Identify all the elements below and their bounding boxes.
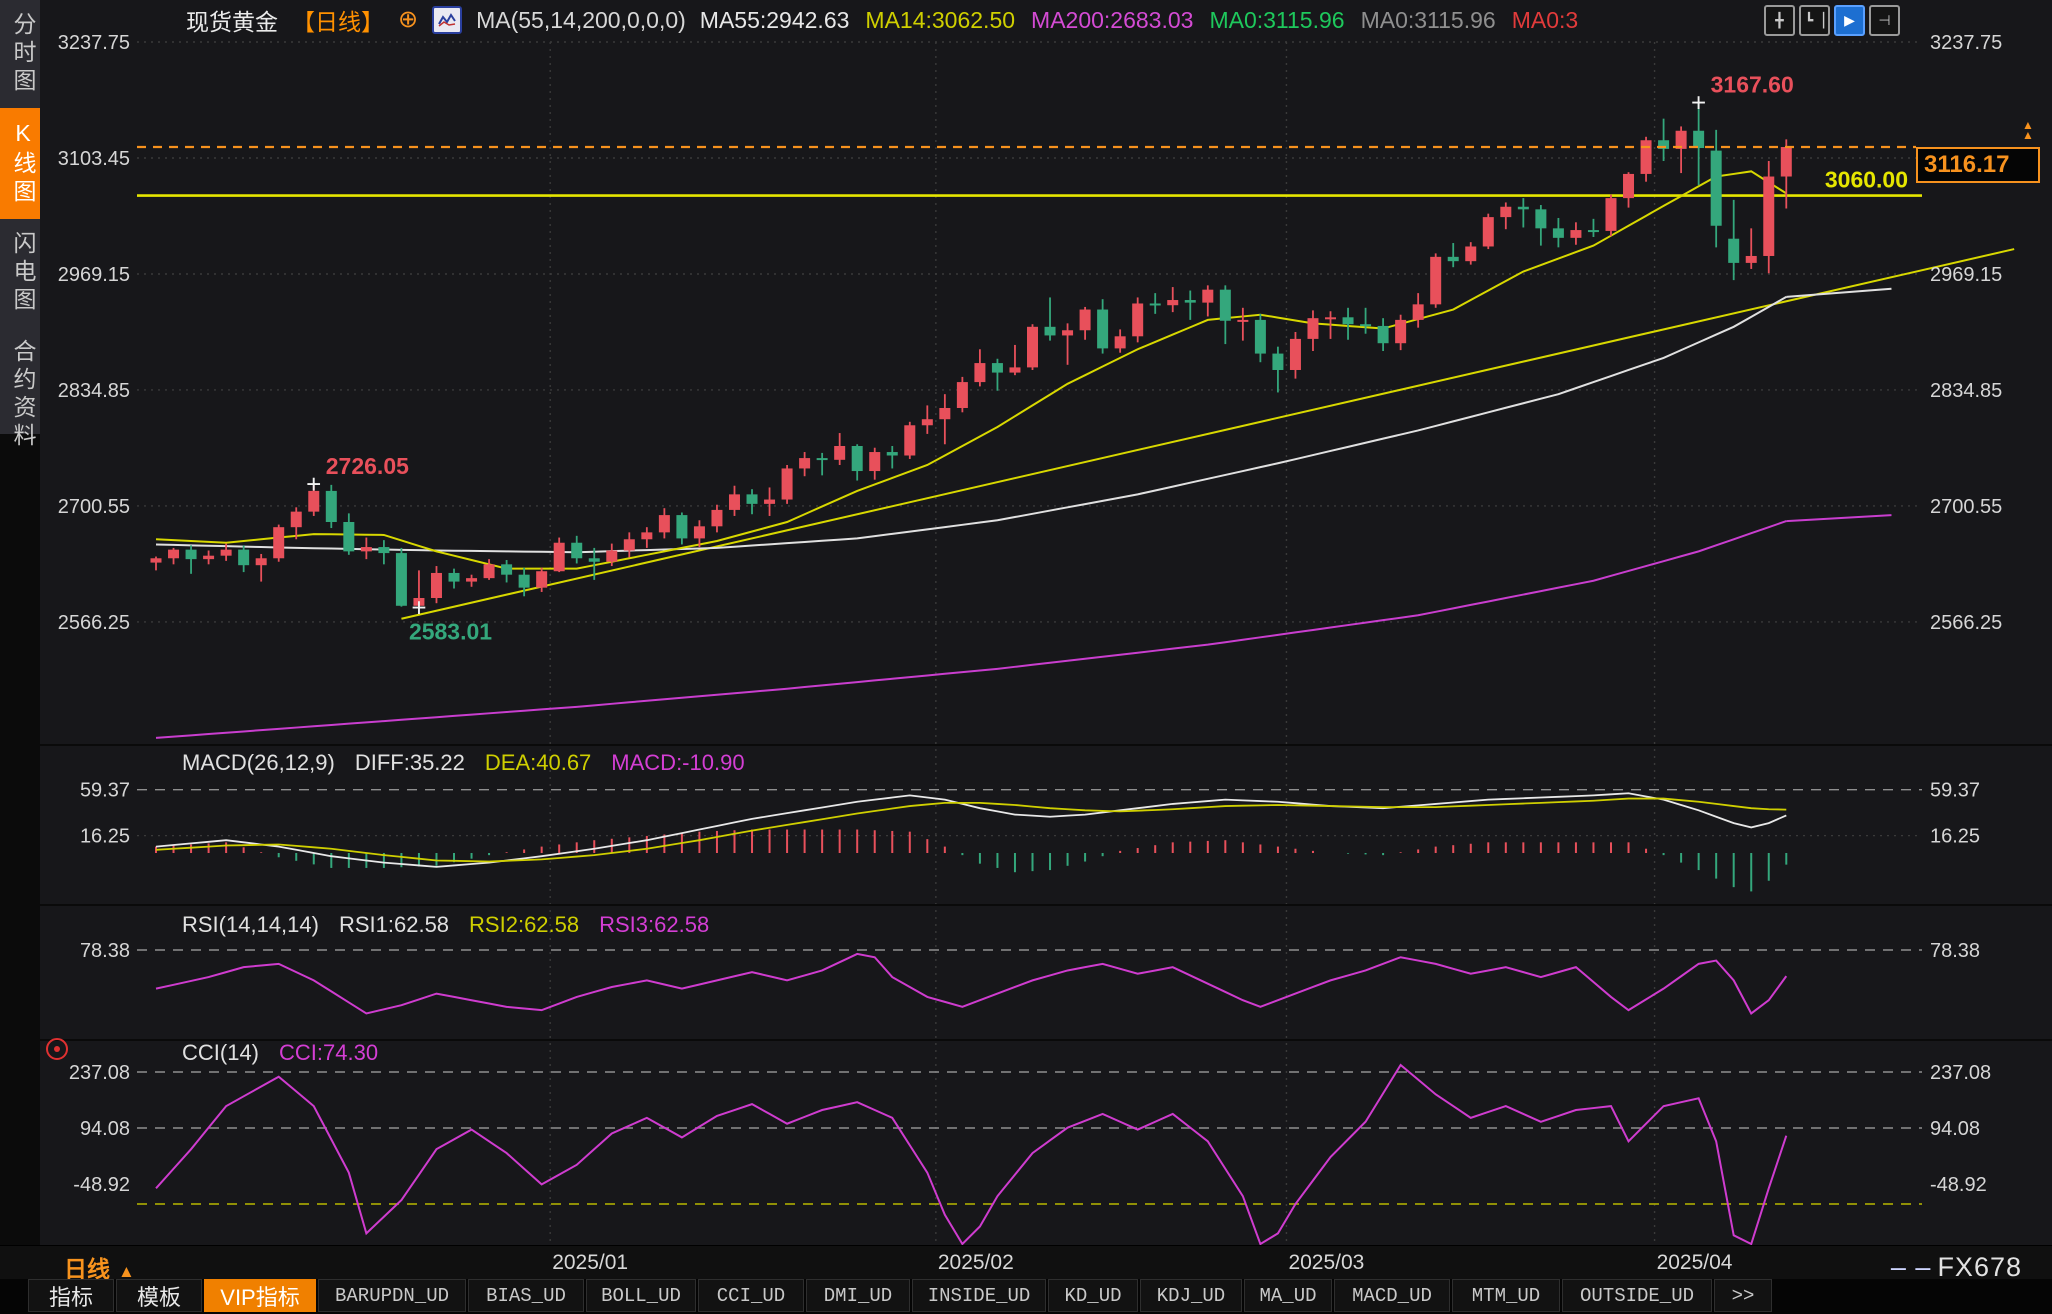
svg-text:2834.85: 2834.85	[58, 380, 130, 402]
svg-text:+: +	[411, 592, 426, 622]
svg-text:+: +	[306, 469, 321, 499]
svg-text:59.37: 59.37	[1930, 780, 1980, 802]
bottom-tab-outsideud[interactable]: OUTSIDE_UD	[1562, 1279, 1712, 1312]
legend-label: CCI:74.30	[279, 1040, 379, 1065]
mini-chart-icon[interactable]	[432, 6, 463, 34]
scroll-latest-icon[interactable]: ▲ ▲	[2022, 118, 2034, 142]
svg-text:237.08: 237.08	[69, 1062, 130, 1084]
legend-label: RSI2:62.58	[469, 912, 580, 937]
svg-text:+: +	[1691, 88, 1706, 118]
ma-settings-label: MA(55,14,200,0,0,0)	[476, 6, 686, 33]
period-tag[interactable]: 【日线】	[292, 9, 384, 35]
svg-text:3167.60: 3167.60	[1711, 72, 1794, 98]
bottom-tab-mtmud[interactable]: MTM_UD	[1452, 1279, 1560, 1312]
x-axis-label: 2025/03	[1288, 1251, 1365, 1274]
svg-text:237.08: 237.08	[1930, 1062, 1991, 1084]
svg-text:78.38: 78.38	[80, 940, 130, 962]
bottom-tab-kdjud[interactable]: KDJ_UD	[1140, 1279, 1242, 1312]
svg-text:3103.45: 3103.45	[58, 148, 130, 170]
bottom-tab-[interactable]: >>	[1714, 1279, 1772, 1312]
x-axis-label: 2025/02	[937, 1251, 1014, 1274]
circle-plus-icon[interactable]: ⊕	[398, 6, 419, 33]
svg-text:16.25: 16.25	[1930, 826, 1980, 848]
legend-label: MACD:-10.90	[611, 750, 745, 775]
svg-text:-48.92: -48.92	[73, 1174, 130, 1196]
bottom-tab-barupdnud[interactable]: BARUPDN_UD	[318, 1279, 466, 1312]
svg-text:3237.75: 3237.75	[1930, 32, 2002, 54]
svg-text:2969.15: 2969.15	[1930, 264, 2002, 286]
ma-value-label: MA0:3115.96	[1209, 6, 1345, 33]
sidebar-item-2[interactable]: 闪电图	[10, 231, 36, 315]
legend-label: RSI3:62.58	[599, 912, 710, 937]
x-axis-label: 2025/04	[1656, 1251, 1733, 1274]
ma-value-label: MA55:2942.63	[699, 6, 850, 33]
svg-text:-48.92: -48.92	[1930, 1174, 1987, 1196]
cci-legend: CCI(14) CCI:74.30	[182, 1040, 378, 1066]
triangle-up-icon: ▲	[118, 1262, 135, 1281]
sidebar: 分时图 K线图闪电图合约资料	[0, 0, 40, 451]
bottom-tab-macdud[interactable]: MACD_UD	[1334, 1279, 1450, 1312]
legend-label: DEA:40.67	[484, 750, 592, 775]
svg-text:59.37: 59.37	[80, 780, 130, 802]
chart-header: 现货黄金 【日线】 ⊕ MA(55,14,200,0,0,0) MA55:294…	[186, 4, 1578, 36]
macd-legend: MACD(26,12,9) DIFF:35.22 DEA:40.67 MACD:-10…	[182, 750, 745, 776]
svg-text:2583.01: 2583.01	[409, 618, 492, 644]
legend-label: RSI(14,14,14)	[182, 912, 319, 937]
sidebar-item-0[interactable]: 分时图	[10, 12, 36, 96]
legend-label: MACD(26,12,9)	[182, 750, 335, 775]
bottom-tab-biasud[interactable]: BIAS_UD	[468, 1279, 584, 1312]
bottom-tab-kdud[interactable]: KD_UD	[1048, 1279, 1138, 1312]
bottom-tab-bar: 指标 模板 VIP指标 BARUPDN_UD BIAS_UD BOLL_UD CCI_UD D…	[0, 1279, 2052, 1314]
svg-text:3060.00: 3060.00	[1825, 167, 1908, 193]
period-selector[interactable]: 日线 ▲	[64, 1250, 135, 1284]
shift-axis-icon[interactable]: ⊣	[1869, 5, 1900, 36]
legend-label: CCI(14)	[182, 1040, 260, 1065]
svg-text:2969.15: 2969.15	[58, 264, 130, 286]
ma-value-label: MA0:3115.96	[1360, 6, 1496, 33]
legend-label: RSI1:62.58	[338, 912, 450, 937]
watermark: – – FX678	[1890, 1252, 2022, 1282]
bottom-tab-maud[interactable]: MA_UD	[1244, 1279, 1332, 1312]
svg-text:2726.05: 2726.05	[326, 453, 409, 479]
svg-text:2700.55: 2700.55	[58, 496, 130, 518]
svg-text:2566.25: 2566.25	[58, 612, 130, 634]
bottom-tab-[interactable]: 模板	[116, 1279, 202, 1312]
ma-value-label: MA0:3	[1511, 6, 1579, 33]
svg-text:2834.85: 2834.85	[1930, 380, 2002, 402]
period-selector-label: 日线	[64, 1256, 110, 1282]
legend-label: DIFF:35.22	[354, 750, 465, 775]
red-target-icon[interactable]	[46, 1038, 68, 1060]
svg-text:94.08: 94.08	[1930, 1118, 1980, 1140]
svg-text:78.38: 78.38	[1930, 940, 1980, 962]
autoscroll-icon[interactable]: ▶	[1834, 5, 1865, 36]
ma-value-label: MA200:2683.03	[1031, 6, 1194, 33]
x-axis-row: 日线 ▲ 2025/01 2025/02 2025/03 2025/04	[0, 1245, 2052, 1282]
bottom-tab-bollud[interactable]: BOLL_UD	[586, 1279, 696, 1312]
chart-toolbar: ╋ ┗▕ ▶ ⊣	[1764, 5, 1900, 36]
ma-values: MA55:2942.63 MA14:3062.50 MA200:2683.03 MA0…	[700, 7, 1578, 34]
bottom-tab-cciud[interactable]: CCI_UD	[698, 1279, 804, 1312]
ma-value-label: MA14:3062.50	[865, 6, 1016, 33]
watermark-dashes: – –	[1890, 1252, 1932, 1282]
bottom-tab-dmiud[interactable]: DMI_UD	[806, 1279, 910, 1312]
pan-icon[interactable]: ╋	[1764, 5, 1795, 36]
current-price-box: 3116.17	[1916, 147, 2040, 183]
svg-text:94.08: 94.08	[80, 1118, 130, 1140]
bottom-tab-[interactable]: 指标	[28, 1279, 114, 1312]
symbol-title: 现货黄金	[186, 9, 278, 35]
bottom-tab-insideud[interactable]: INSIDE_UD	[912, 1279, 1046, 1312]
scale-axis-icon[interactable]: ┗▕	[1799, 5, 1830, 36]
sidebar-item-3[interactable]: 合约资料	[10, 339, 36, 451]
svg-text:2566.25: 2566.25	[1930, 612, 2002, 634]
x-axis-label: 2025/01	[552, 1251, 629, 1274]
svg-text:3237.75: 3237.75	[58, 32, 130, 54]
rsi-legend: RSI(14,14,14) RSI1:62.58 RSI2:62.58 RSI3:62…	[182, 912, 709, 938]
svg-text:16.25: 16.25	[80, 826, 130, 848]
bottom-tab-vip[interactable]: VIP指标	[204, 1279, 316, 1312]
sidebar-item-1[interactable]: K线图	[0, 108, 40, 219]
svg-text:2700.55: 2700.55	[1930, 496, 2002, 518]
